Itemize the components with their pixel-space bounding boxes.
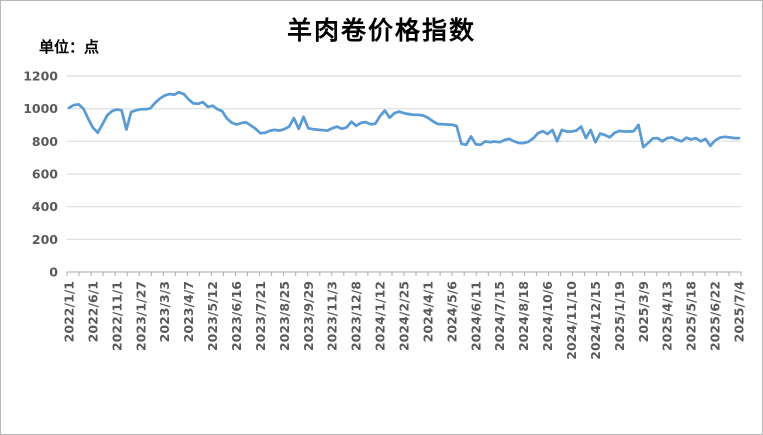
x-tick-label: 2023/5/12	[205, 281, 220, 351]
y-tick-label: 400	[32, 199, 58, 214]
x-tick-label: 2023/6/16	[229, 281, 244, 351]
x-tick-label: 2024/12/15	[588, 281, 603, 360]
y-tick-label: 200	[32, 232, 58, 247]
x-tick-label: 2025/5/18	[684, 281, 699, 351]
y-tick-label: 600	[32, 167, 58, 182]
x-tick-label: 2023/4/7	[181, 281, 196, 342]
x-tick-label: 2023/8/25	[277, 281, 292, 351]
y-tick-label: 1000	[23, 101, 58, 116]
x-tick-label: 2024/1/12	[373, 281, 388, 351]
x-tick-label: 2022/11/1	[109, 281, 124, 351]
x-tick-label: 2025/7/4	[732, 281, 747, 343]
x-tick-label: 2025/6/22	[708, 281, 723, 351]
x-tick-label: 2024/8/18	[516, 281, 531, 351]
x-tick-label: 2023/9/29	[301, 281, 316, 351]
x-tick-label: 2023/3/3	[157, 281, 172, 342]
unit-label: 单位：点	[39, 38, 100, 56]
x-tick-label: 2024/5/6	[444, 281, 459, 343]
y-tick-label: 1200	[23, 69, 58, 84]
x-tick-label: 2023/7/21	[253, 281, 268, 351]
x-tick-label: 2024/2/25	[397, 281, 412, 351]
x-tick-label: 2023/1/27	[133, 281, 148, 351]
x-tick-label: 2024/6/11	[468, 281, 483, 351]
x-tick-label: 2025/1/19	[612, 281, 627, 351]
x-tick-label: 2022/1/1	[62, 281, 77, 342]
price-line-series	[67, 90, 741, 149]
x-tick-label: 2024/10/6	[540, 281, 555, 351]
x-tick-label: 2023/11/3	[325, 281, 340, 351]
x-tick-label: 2024/11/10	[564, 281, 579, 360]
x-tick-label: 2025/3/9	[636, 281, 651, 342]
x-tick-label: 2024/7/15	[492, 281, 507, 351]
chart-title: 羊肉卷价格指数	[286, 16, 476, 45]
y-tick-label: 0	[49, 265, 58, 280]
x-tick-label: 2022/6/1	[85, 281, 100, 342]
x-tick-label: 2023/12/8	[349, 281, 364, 351]
x-tick-label: 2024/4/1	[420, 281, 435, 342]
y-tick-label: 800	[32, 134, 58, 149]
x-tick-label: 2025/4/13	[660, 281, 675, 351]
